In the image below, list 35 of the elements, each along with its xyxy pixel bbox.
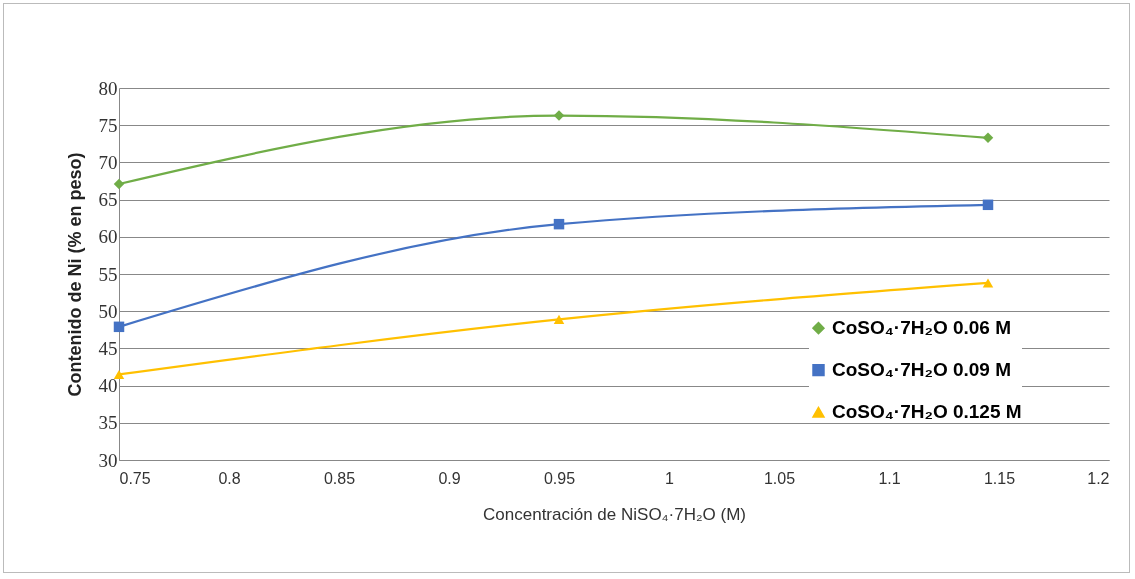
x-tick-label: 1.2 — [1087, 469, 1110, 487]
y-tick-label: 45 — [98, 337, 118, 359]
point — [553, 314, 565, 324]
y-tick-label: 75 — [98, 114, 118, 136]
y-tick-label: 50 — [98, 300, 118, 322]
x-tick-label: 0.85 — [323, 469, 356, 487]
point — [113, 178, 125, 190]
x-tick-label: 1 — [665, 469, 675, 487]
y-tick-label: 70 — [98, 151, 118, 173]
x-tick-label: 1.05 — [763, 469, 796, 487]
y-tick-label: 55 — [98, 263, 118, 285]
x-tick-label: 0.95 — [543, 469, 576, 487]
point — [982, 132, 994, 144]
y-tick-label: 65 — [98, 189, 118, 211]
y-tick-label: 30 — [98, 449, 118, 471]
x-tick-label: 0.75 — [119, 469, 151, 487]
point — [982, 278, 994, 288]
y-axis-title: Contenido de Ni (% en peso) — [64, 152, 85, 397]
point — [553, 218, 565, 230]
y-tick-label: 80 — [98, 77, 118, 99]
legend-label: CoSO₄·7H₂O 0.06 M — [832, 317, 1012, 339]
point — [113, 369, 125, 379]
y-tick-label: 40 — [98, 375, 118, 397]
x-tick-label: 0.8 — [218, 469, 241, 487]
x-tick-label: 1.15 — [983, 469, 1016, 487]
x-axis-title: Concentración de NiSO₄·7H₂O (M) — [483, 504, 746, 524]
point — [553, 110, 565, 121]
x-tick-label: 0.9 — [438, 469, 461, 487]
legend-label: CoSO₄·7H₂O 0.125 M — [832, 401, 1022, 423]
x-tick-label: 1.1 — [878, 469, 901, 487]
legend-label: CoSO₄·7H₂O 0.09 M — [832, 359, 1012, 381]
point — [113, 321, 125, 333]
y-tick-label: 60 — [98, 226, 118, 248]
y-tick-label: 35 — [98, 412, 118, 434]
point — [982, 199, 994, 211]
